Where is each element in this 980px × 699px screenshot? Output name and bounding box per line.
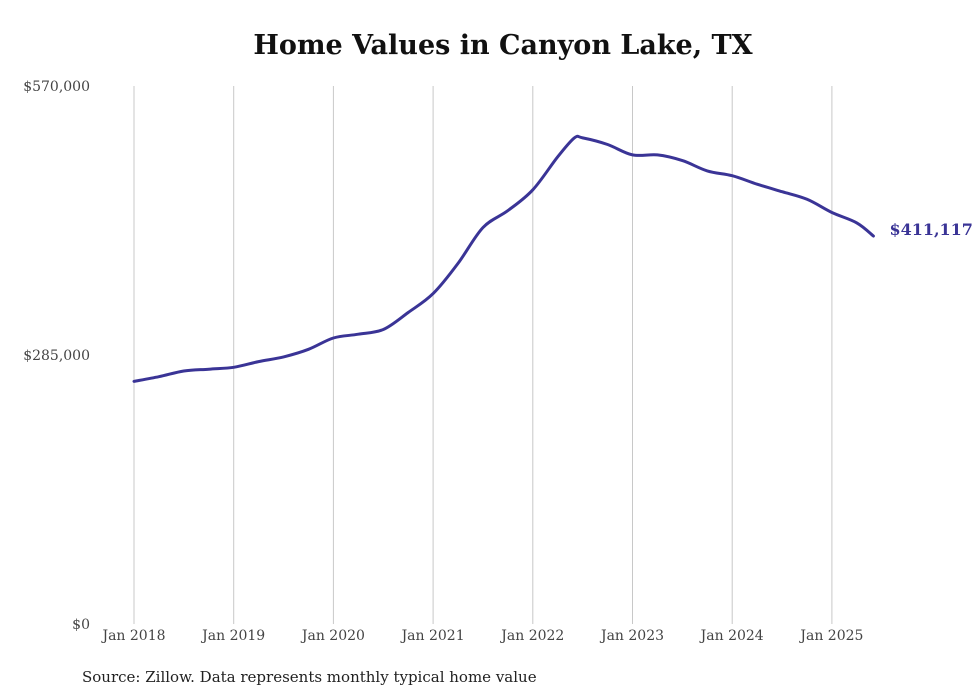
y-tick-label: $285,000 <box>23 348 90 364</box>
y-axis-ticks: $0 $285,000 $570,000 <box>23 79 90 633</box>
source-note: Source: Zillow. Data represents monthly … <box>82 668 537 686</box>
y-tick-label: $570,000 <box>23 79 90 95</box>
x-tick-label: Jan 2018 <box>100 628 165 644</box>
x-tick-label: Jan 2025 <box>798 628 863 644</box>
x-tick-label: Jan 2023 <box>599 628 664 644</box>
x-tick-label: Jan 2020 <box>300 628 365 644</box>
x-axis-ticks: Jan 2018 Jan 2019 Jan 2020 Jan 2021 Jan 2022… <box>100 628 863 644</box>
series-line <box>132 134 875 383</box>
x-tick-label: Jan 2021 <box>400 628 465 644</box>
end-value-label: $411,117 <box>889 220 973 239</box>
x-tick-label: Jan 2019 <box>200 628 265 644</box>
chart-title: Home Values in Canyon Lake, TX <box>253 30 753 61</box>
gridlines <box>133 86 833 624</box>
y-tick-label: $0 <box>72 617 90 633</box>
x-tick-label: Jan 2024 <box>699 628 764 644</box>
x-tick-label: Jan 2022 <box>499 628 564 644</box>
